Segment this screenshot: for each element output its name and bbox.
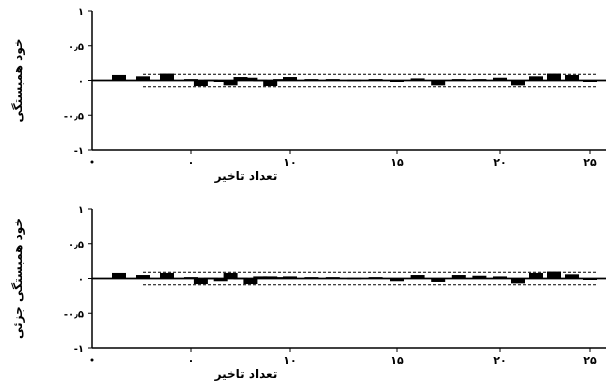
bar <box>263 80 278 87</box>
y-tick-label: ۰٫۵ <box>68 240 84 251</box>
bar <box>184 277 198 279</box>
bar <box>565 274 579 279</box>
bar <box>325 79 340 81</box>
y-tick-label: -۰٫۵ <box>64 309 84 320</box>
bar <box>203 79 218 82</box>
bar <box>547 73 561 81</box>
bar <box>283 276 297 279</box>
bar <box>160 272 174 279</box>
x-tick-label: ۲۰ <box>493 156 506 169</box>
bar <box>347 79 362 82</box>
bar <box>263 276 278 279</box>
bar <box>493 77 507 81</box>
bar <box>273 277 288 279</box>
x-axis-origin-dot <box>90 160 94 164</box>
bar <box>410 275 425 279</box>
bar <box>233 77 248 81</box>
x-axis-origin-dot <box>90 358 94 362</box>
bar <box>243 278 258 285</box>
bar <box>529 272 543 279</box>
bar <box>112 74 126 81</box>
bar <box>431 278 446 282</box>
bar <box>493 276 507 279</box>
bar <box>347 277 362 280</box>
bar <box>451 275 466 279</box>
bar <box>253 79 268 82</box>
y-tick-label: ۰ <box>78 275 84 286</box>
bar <box>325 277 340 279</box>
bar <box>511 80 525 86</box>
x-tick-label: ۰ <box>188 156 195 169</box>
bar <box>203 277 218 280</box>
bar <box>304 277 319 279</box>
x-axis-title: تعداد تاخیر <box>214 169 278 183</box>
bar <box>136 76 150 81</box>
x-tick-label: ۱۵ <box>390 354 404 367</box>
bar <box>472 79 487 81</box>
bar <box>283 77 297 81</box>
y-tick-label: -۰٫۵ <box>64 111 84 122</box>
bar <box>223 80 238 86</box>
bar <box>565 74 579 81</box>
bar <box>112 272 126 279</box>
bar <box>368 277 383 279</box>
bar <box>431 80 446 86</box>
bar <box>304 79 319 81</box>
y-axis-title: خود همبستگی <box>11 39 26 123</box>
bar <box>233 277 248 280</box>
bar <box>529 76 543 81</box>
y-axis-title: خود همبستگی جزئی <box>11 218 26 339</box>
bar <box>583 278 597 280</box>
bar <box>243 77 258 81</box>
bar <box>213 278 228 282</box>
x-tick-label: ۱۰ <box>283 354 296 367</box>
y-tick-label: -۱ <box>74 344 84 355</box>
bar <box>472 275 487 279</box>
bar <box>193 80 208 87</box>
bar <box>223 272 238 279</box>
bar <box>390 80 404 82</box>
bar <box>410 78 425 81</box>
x-tick-label: ۱۰ <box>283 156 296 169</box>
bar <box>184 79 198 81</box>
bar <box>213 80 228 82</box>
bar <box>511 278 525 284</box>
bar <box>583 80 597 82</box>
bar <box>451 79 466 81</box>
bar <box>368 79 383 81</box>
x-axis-title: تعداد تاخیر <box>214 367 278 381</box>
y-tick-label: -۱ <box>74 146 84 157</box>
bar <box>273 79 288 81</box>
bar <box>136 275 150 279</box>
x-tick-label: ۰ <box>188 354 195 367</box>
bar <box>160 73 174 81</box>
y-tick-label: ۱ <box>78 205 84 216</box>
x-tick-label: ۱۵ <box>390 156 404 169</box>
bar <box>253 276 268 279</box>
x-tick-label: ۲۰ <box>493 354 506 367</box>
y-tick-label: ۱ <box>78 7 84 18</box>
x-tick-label: ۲۵ <box>583 156 597 169</box>
y-tick-label: ۰٫۵ <box>68 42 84 53</box>
x-tick-label: ۲۵ <box>583 354 597 367</box>
bar <box>547 271 561 279</box>
bar <box>390 278 404 282</box>
bar <box>193 278 208 285</box>
y-tick-label: ۰ <box>78 77 84 88</box>
